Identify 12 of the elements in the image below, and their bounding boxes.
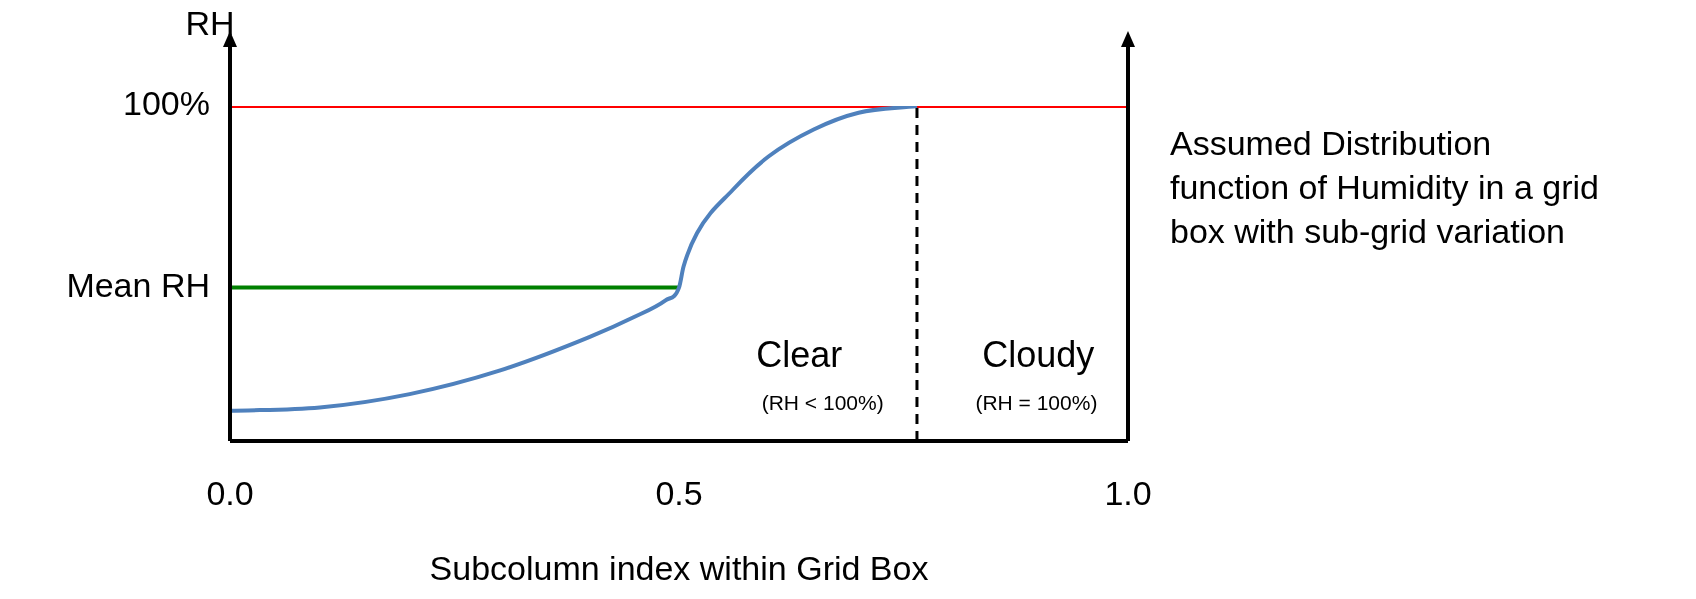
annotation: (RH = 100%): [975, 390, 1098, 414]
x-tick-label: 0.0: [206, 474, 254, 513]
y-axis-title: RH: [185, 4, 235, 43]
annotation: Cloudy: [982, 334, 1095, 376]
text: Assumed Distribution function of Humidity in a grid box with sub-grid variation: [1170, 124, 1599, 251]
series-label: 100%: [123, 84, 210, 123]
x-axis-title: Subcolumn index within Grid Box: [429, 549, 929, 588]
series-label: Mean RH: [66, 265, 210, 304]
annotation: Clear: [756, 334, 843, 376]
x-tick-label: 1.0: [1104, 474, 1152, 513]
x-tick-label: 0.5: [655, 474, 703, 513]
annotation: (RH < 100%): [761, 390, 884, 414]
